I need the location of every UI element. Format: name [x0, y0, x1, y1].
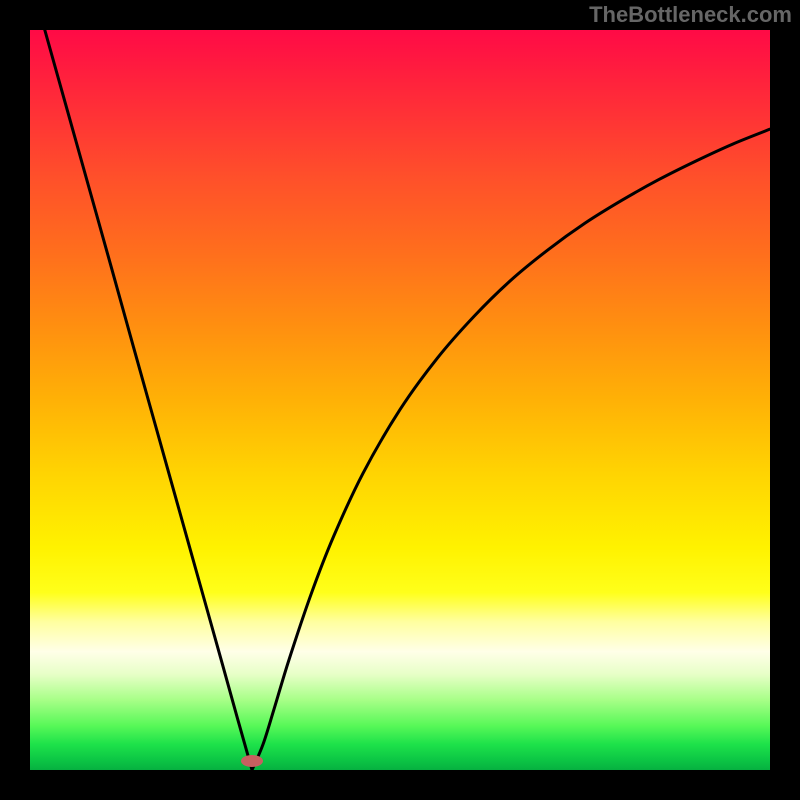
- chart-svg: [0, 0, 800, 800]
- watermark-text: TheBottleneck.com: [589, 2, 792, 28]
- chart-stage: TheBottleneck.com: [0, 0, 800, 800]
- minimum-marker: [241, 755, 263, 767]
- chart-plot-area: [30, 30, 770, 770]
